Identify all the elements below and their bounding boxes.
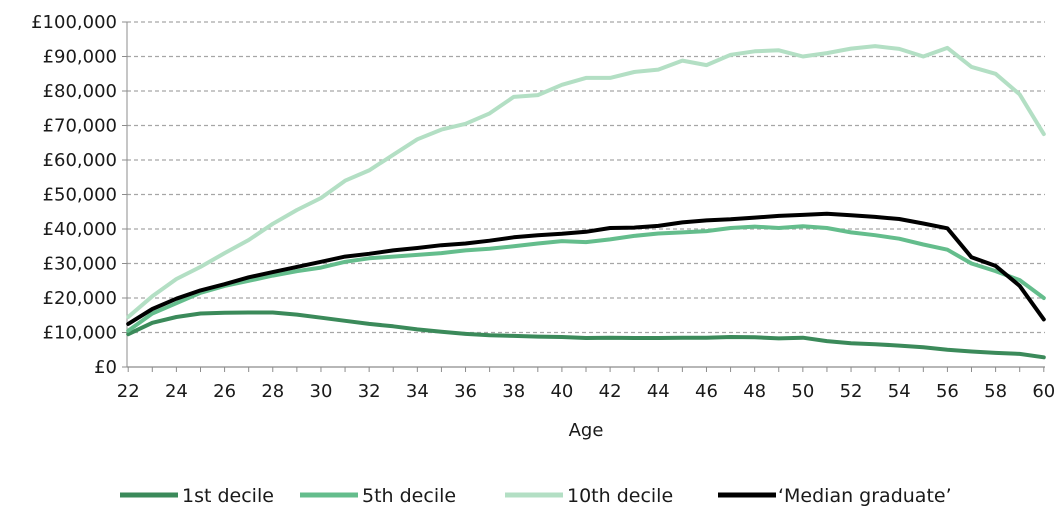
x-tick-label: 32 (358, 381, 381, 402)
x-tick-label: 54 (888, 381, 911, 402)
legend-label: 1st decile (182, 485, 274, 507)
y-tick-label: £30,000 (43, 254, 117, 275)
x-axis: 22 24 26 28 30 32 34 36 38 40 42 44 46 48 50 52 54 56 58 60 (117, 366, 1055, 402)
x-tick-label: 48 (743, 381, 766, 402)
y-tick-label: £10,000 (43, 323, 117, 344)
y-tick-label: £100,000 (31, 12, 117, 33)
x-tick-label: 44 (647, 381, 670, 402)
x-tick-label: 58 (984, 381, 1007, 402)
legend-label: 5th decile (362, 485, 456, 507)
legend-item-1: 1st decile (120, 485, 274, 507)
gridlines (127, 21, 1045, 334)
x-tick-label: 26 (213, 381, 236, 402)
series-line-3 (126, 44, 1046, 319)
x-tick-label: 34 (406, 381, 429, 402)
y-tick-label: £70,000 (43, 116, 117, 137)
legend-label: 10th decile (567, 485, 673, 507)
y-tick-label: £80,000 (43, 81, 117, 102)
y-tick-label: £40,000 (43, 219, 117, 240)
x-tick-label: 46 (695, 381, 718, 402)
x-tick-label: 38 (502, 381, 525, 402)
legend-label: ‘Median graduate’ (778, 485, 952, 507)
x-tick-label: 56 (936, 381, 959, 402)
y-tick-label: £90,000 (43, 47, 117, 68)
x-tick-label: 60 (1032, 381, 1055, 402)
x-tick-label: 28 (261, 381, 284, 402)
legend-item-4: ‘Median graduate’ (718, 485, 952, 507)
series-line-2 (126, 224, 1046, 333)
y-axis: £0 £10,000 £20,000 £30,000 £40,000 £50,000 £60… (31, 12, 128, 378)
x-tick-label: 36 (454, 381, 477, 402)
x-tick-label: 40 (550, 381, 573, 402)
legend-item-3: 10th decile (505, 485, 673, 507)
series-line-4 (126, 211, 1046, 326)
x-tick-label: 52 (840, 381, 863, 402)
y-tick-label: £0 (94, 357, 117, 378)
series-lines (126, 44, 1046, 360)
series-line-1 (126, 310, 1046, 360)
x-tick-label: 42 (599, 381, 622, 402)
x-tick-label: 24 (165, 381, 188, 402)
legend: 1st decile 5th decile 10th decile ‘Median g… (120, 485, 952, 507)
y-tick-label: £20,000 (43, 288, 117, 309)
x-axis-title: Age (569, 420, 604, 441)
x-tick-label: 22 (117, 381, 140, 402)
y-tick-label: £60,000 (43, 150, 117, 171)
x-tick-label: 30 (310, 381, 333, 402)
legend-item-2: 5th decile (300, 485, 456, 507)
x-tick-label: 50 (791, 381, 814, 402)
y-tick-label: £50,000 (43, 185, 117, 206)
